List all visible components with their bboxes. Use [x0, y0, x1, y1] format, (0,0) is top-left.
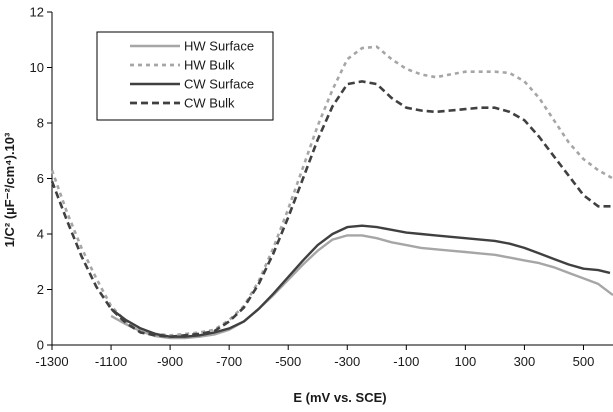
y-tick-label: 0	[37, 338, 44, 353]
x-axis-title: E (mV vs. SCE)	[293, 390, 386, 405]
x-tick-label: 300	[514, 354, 536, 369]
x-tick-label: -700	[216, 354, 242, 369]
y-axis-title: 1/C² (µF⁻²/cm⁴).10³	[2, 132, 17, 247]
series-line-hw-bulk	[50, 45, 613, 337]
legend-items: HW Surface HW Bulk CW Surface CW Bulk	[130, 39, 254, 111]
legend: HW Surface HW Bulk CW Surface CW Bulk	[96, 31, 274, 121]
x-tick-label: 500	[573, 354, 595, 369]
x-tick-label: -500	[275, 354, 301, 369]
series-line-hw-surface	[110, 234, 613, 340]
x-tick-label: -1300	[35, 354, 68, 369]
x-tick-label: -1100	[95, 354, 127, 369]
legend-label-cw-surface: CW Surface	[184, 77, 254, 92]
y-tick-label: 2	[37, 282, 44, 297]
legend-box	[96, 31, 274, 121]
legend-label-hw-surface: HW Surface	[184, 39, 254, 54]
x-tick-label: -300	[334, 354, 360, 369]
series-line-cw-surface	[110, 224, 611, 338]
y-tick-label: 10	[30, 60, 44, 75]
x-tick-label: -900	[157, 354, 183, 369]
series-layer	[50, 45, 613, 340]
x-tick-label: -100	[393, 354, 419, 369]
axes: 0 2 4 6 8 10 12 -1300 -1100 -900 -700 -500 -300 -100 1…	[30, 5, 613, 369]
series-line-cw-bulk	[50, 80, 613, 339]
y-tick-label: 6	[37, 171, 44, 186]
legend-label-hw-bulk: HW Bulk	[184, 58, 235, 73]
legend-label-cw-bulk: CW Bulk	[184, 96, 235, 111]
y-tick-label: 8	[37, 116, 44, 131]
y-tick-label: 12	[30, 5, 44, 20]
y-tick-label: 4	[37, 227, 44, 242]
x-tick-label: 100	[455, 354, 477, 369]
